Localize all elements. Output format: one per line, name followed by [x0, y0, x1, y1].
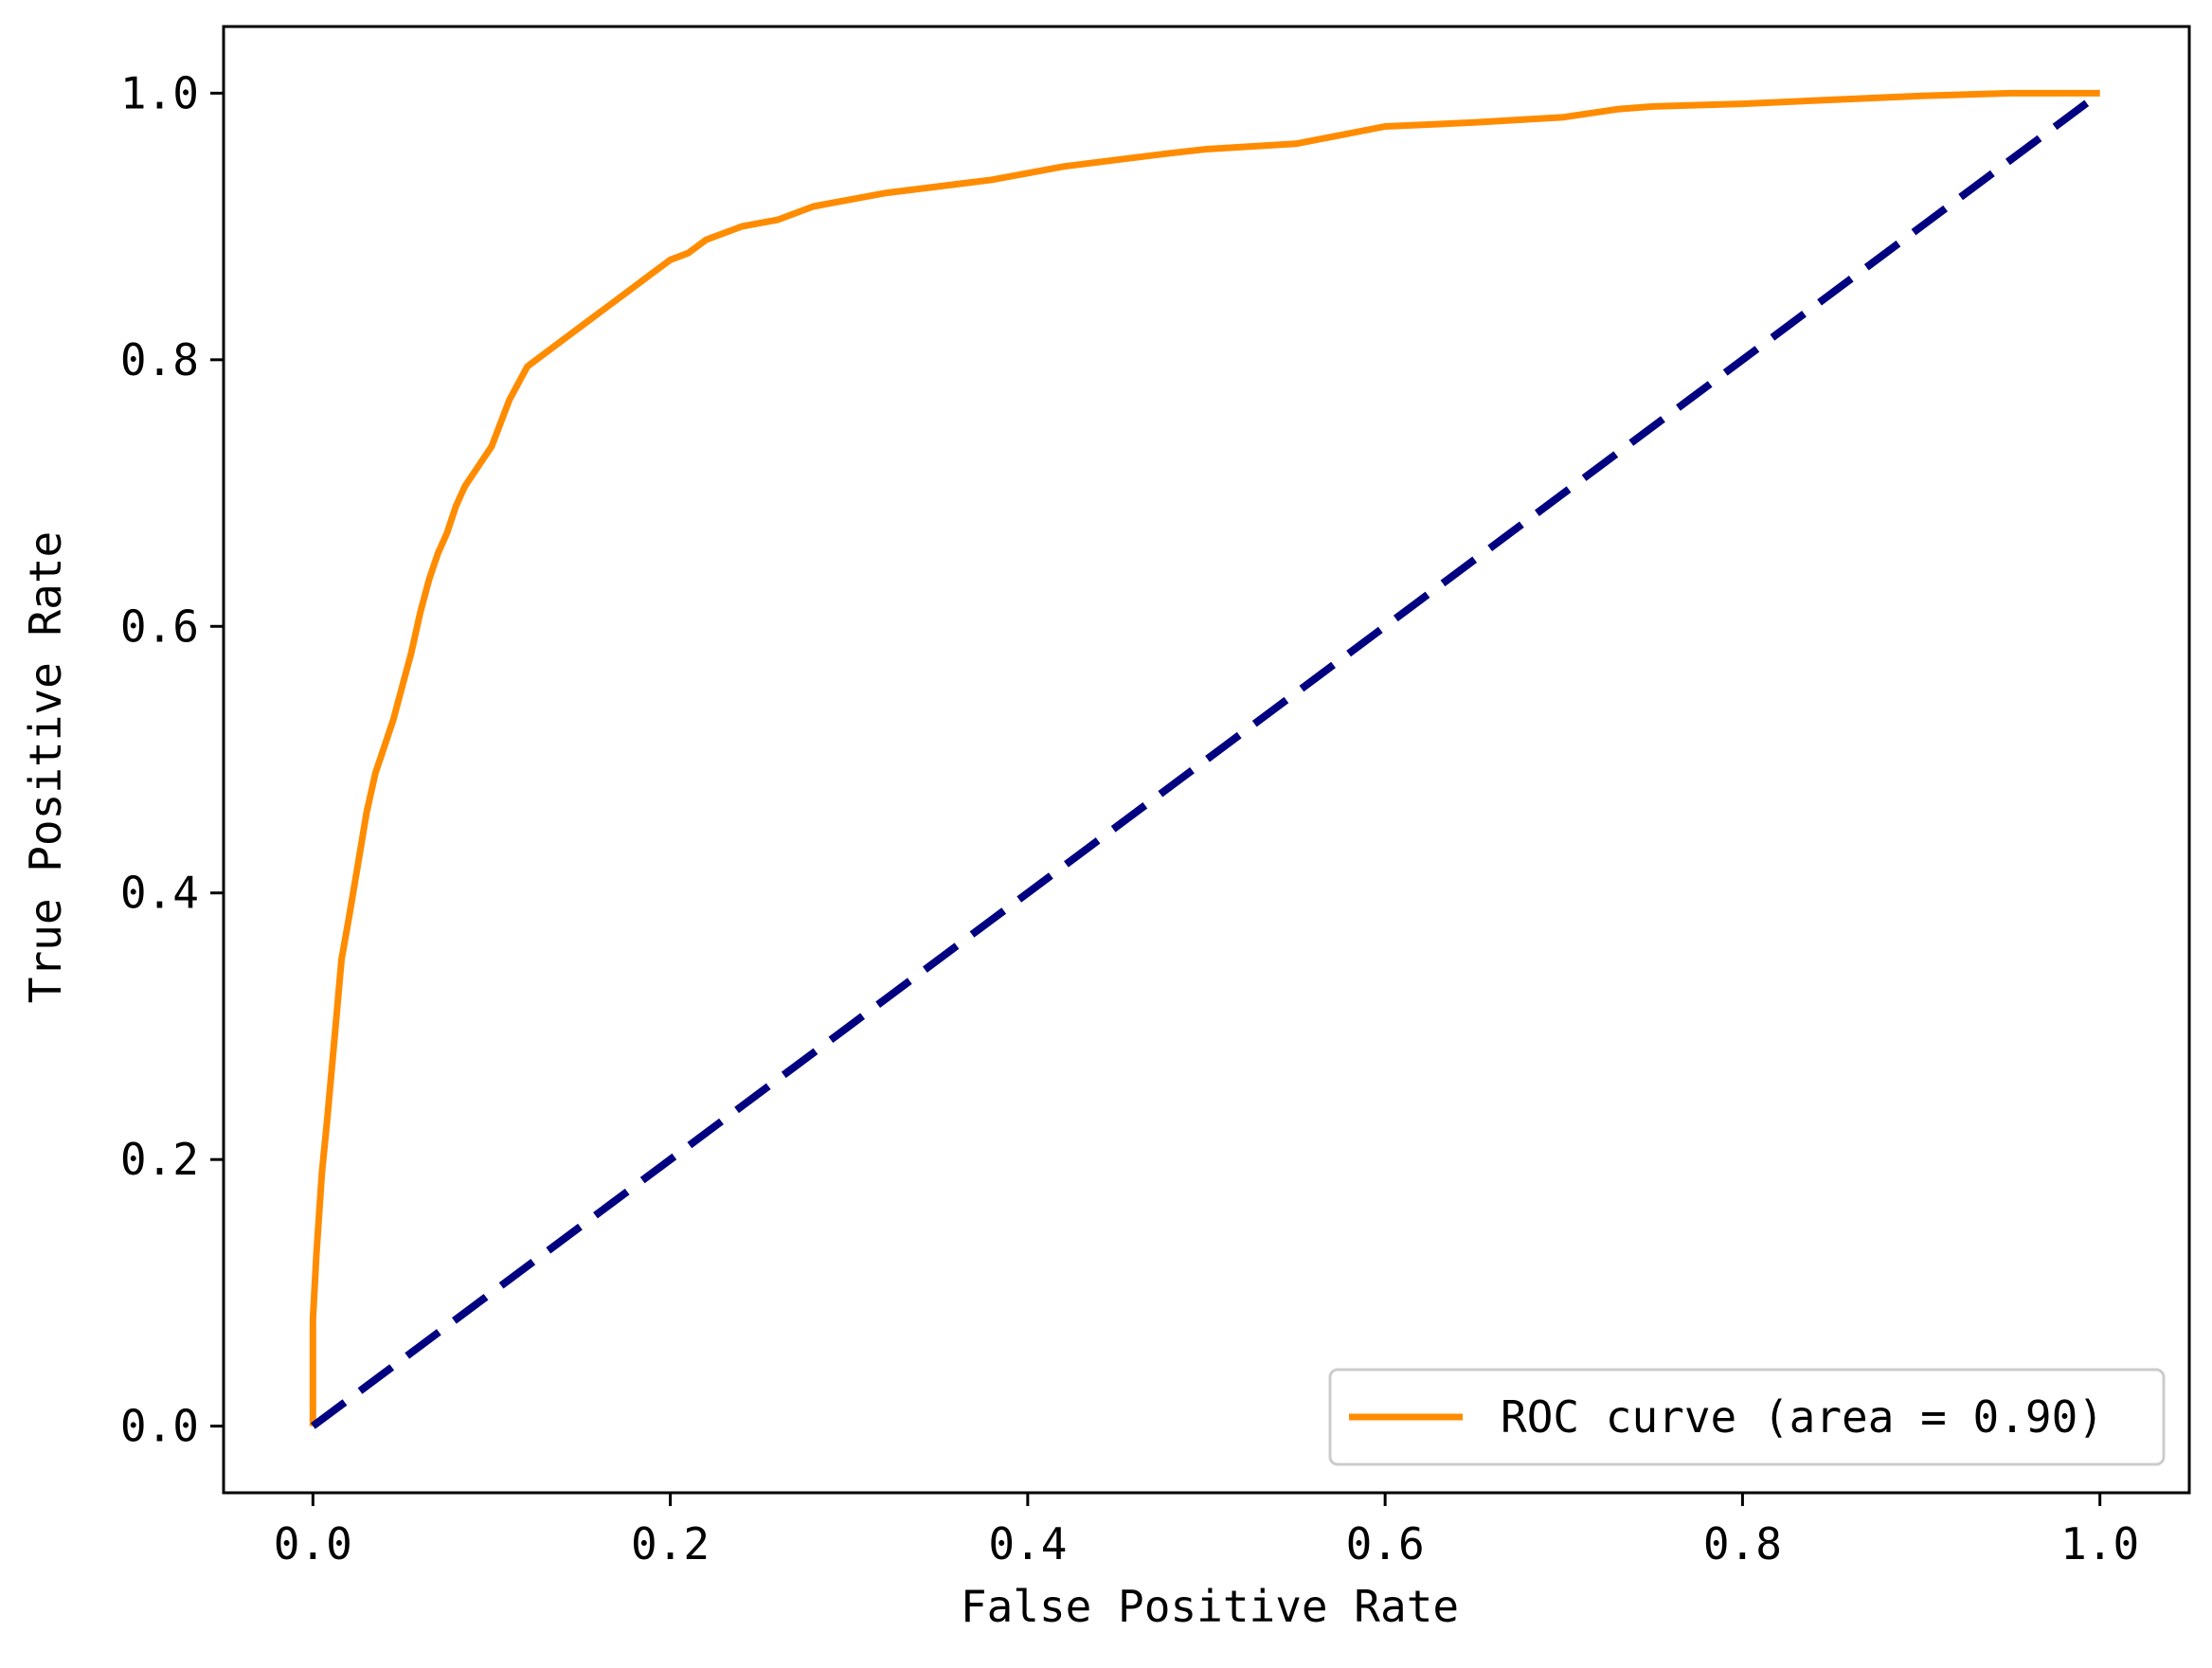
y-tick-label: 0.6: [120, 601, 199, 652]
x-tick-label: 1.0: [2060, 1518, 2139, 1569]
x-tick-label: 0.0: [274, 1518, 352, 1569]
x-tick-label: 0.6: [1346, 1518, 1425, 1569]
y-tick-label: 0.0: [120, 1401, 199, 1452]
axes-frame: [222, 25, 2191, 1495]
plot-area: [222, 25, 2191, 1495]
y-tick-label: 1.0: [120, 67, 199, 118]
x-axis-label: False Positive Rate: [961, 1581, 1459, 1632]
x-axis-ticks: 0.0 0.2 0.4 0.6 0.8 1.0: [274, 1493, 2139, 1569]
x-tick-label: 0.8: [1703, 1518, 1782, 1569]
y-axis-label: True Positive Rate: [20, 531, 71, 1004]
x-tick-label: 0.2: [631, 1518, 710, 1569]
legend-label-roc: ROC curve (area = 0.90): [1501, 1391, 2104, 1443]
y-tick-label: 0.2: [120, 1134, 199, 1185]
roc-curve-line: [309, 89, 2100, 1426]
legend-box: [1328, 1368, 2166, 1466]
y-axis-ticks: 0.0 0.2 0.4 0.6 0.8 1.0: [120, 67, 224, 1452]
y-tick-label: 0.8: [120, 334, 199, 386]
diagonal-reference-line: [310, 90, 2103, 1429]
legend: ROC curve (area = 0.90): [1328, 1368, 2166, 1466]
x-tick-label: 0.4: [988, 1518, 1067, 1569]
y-tick-label: 0.4: [120, 868, 199, 919]
